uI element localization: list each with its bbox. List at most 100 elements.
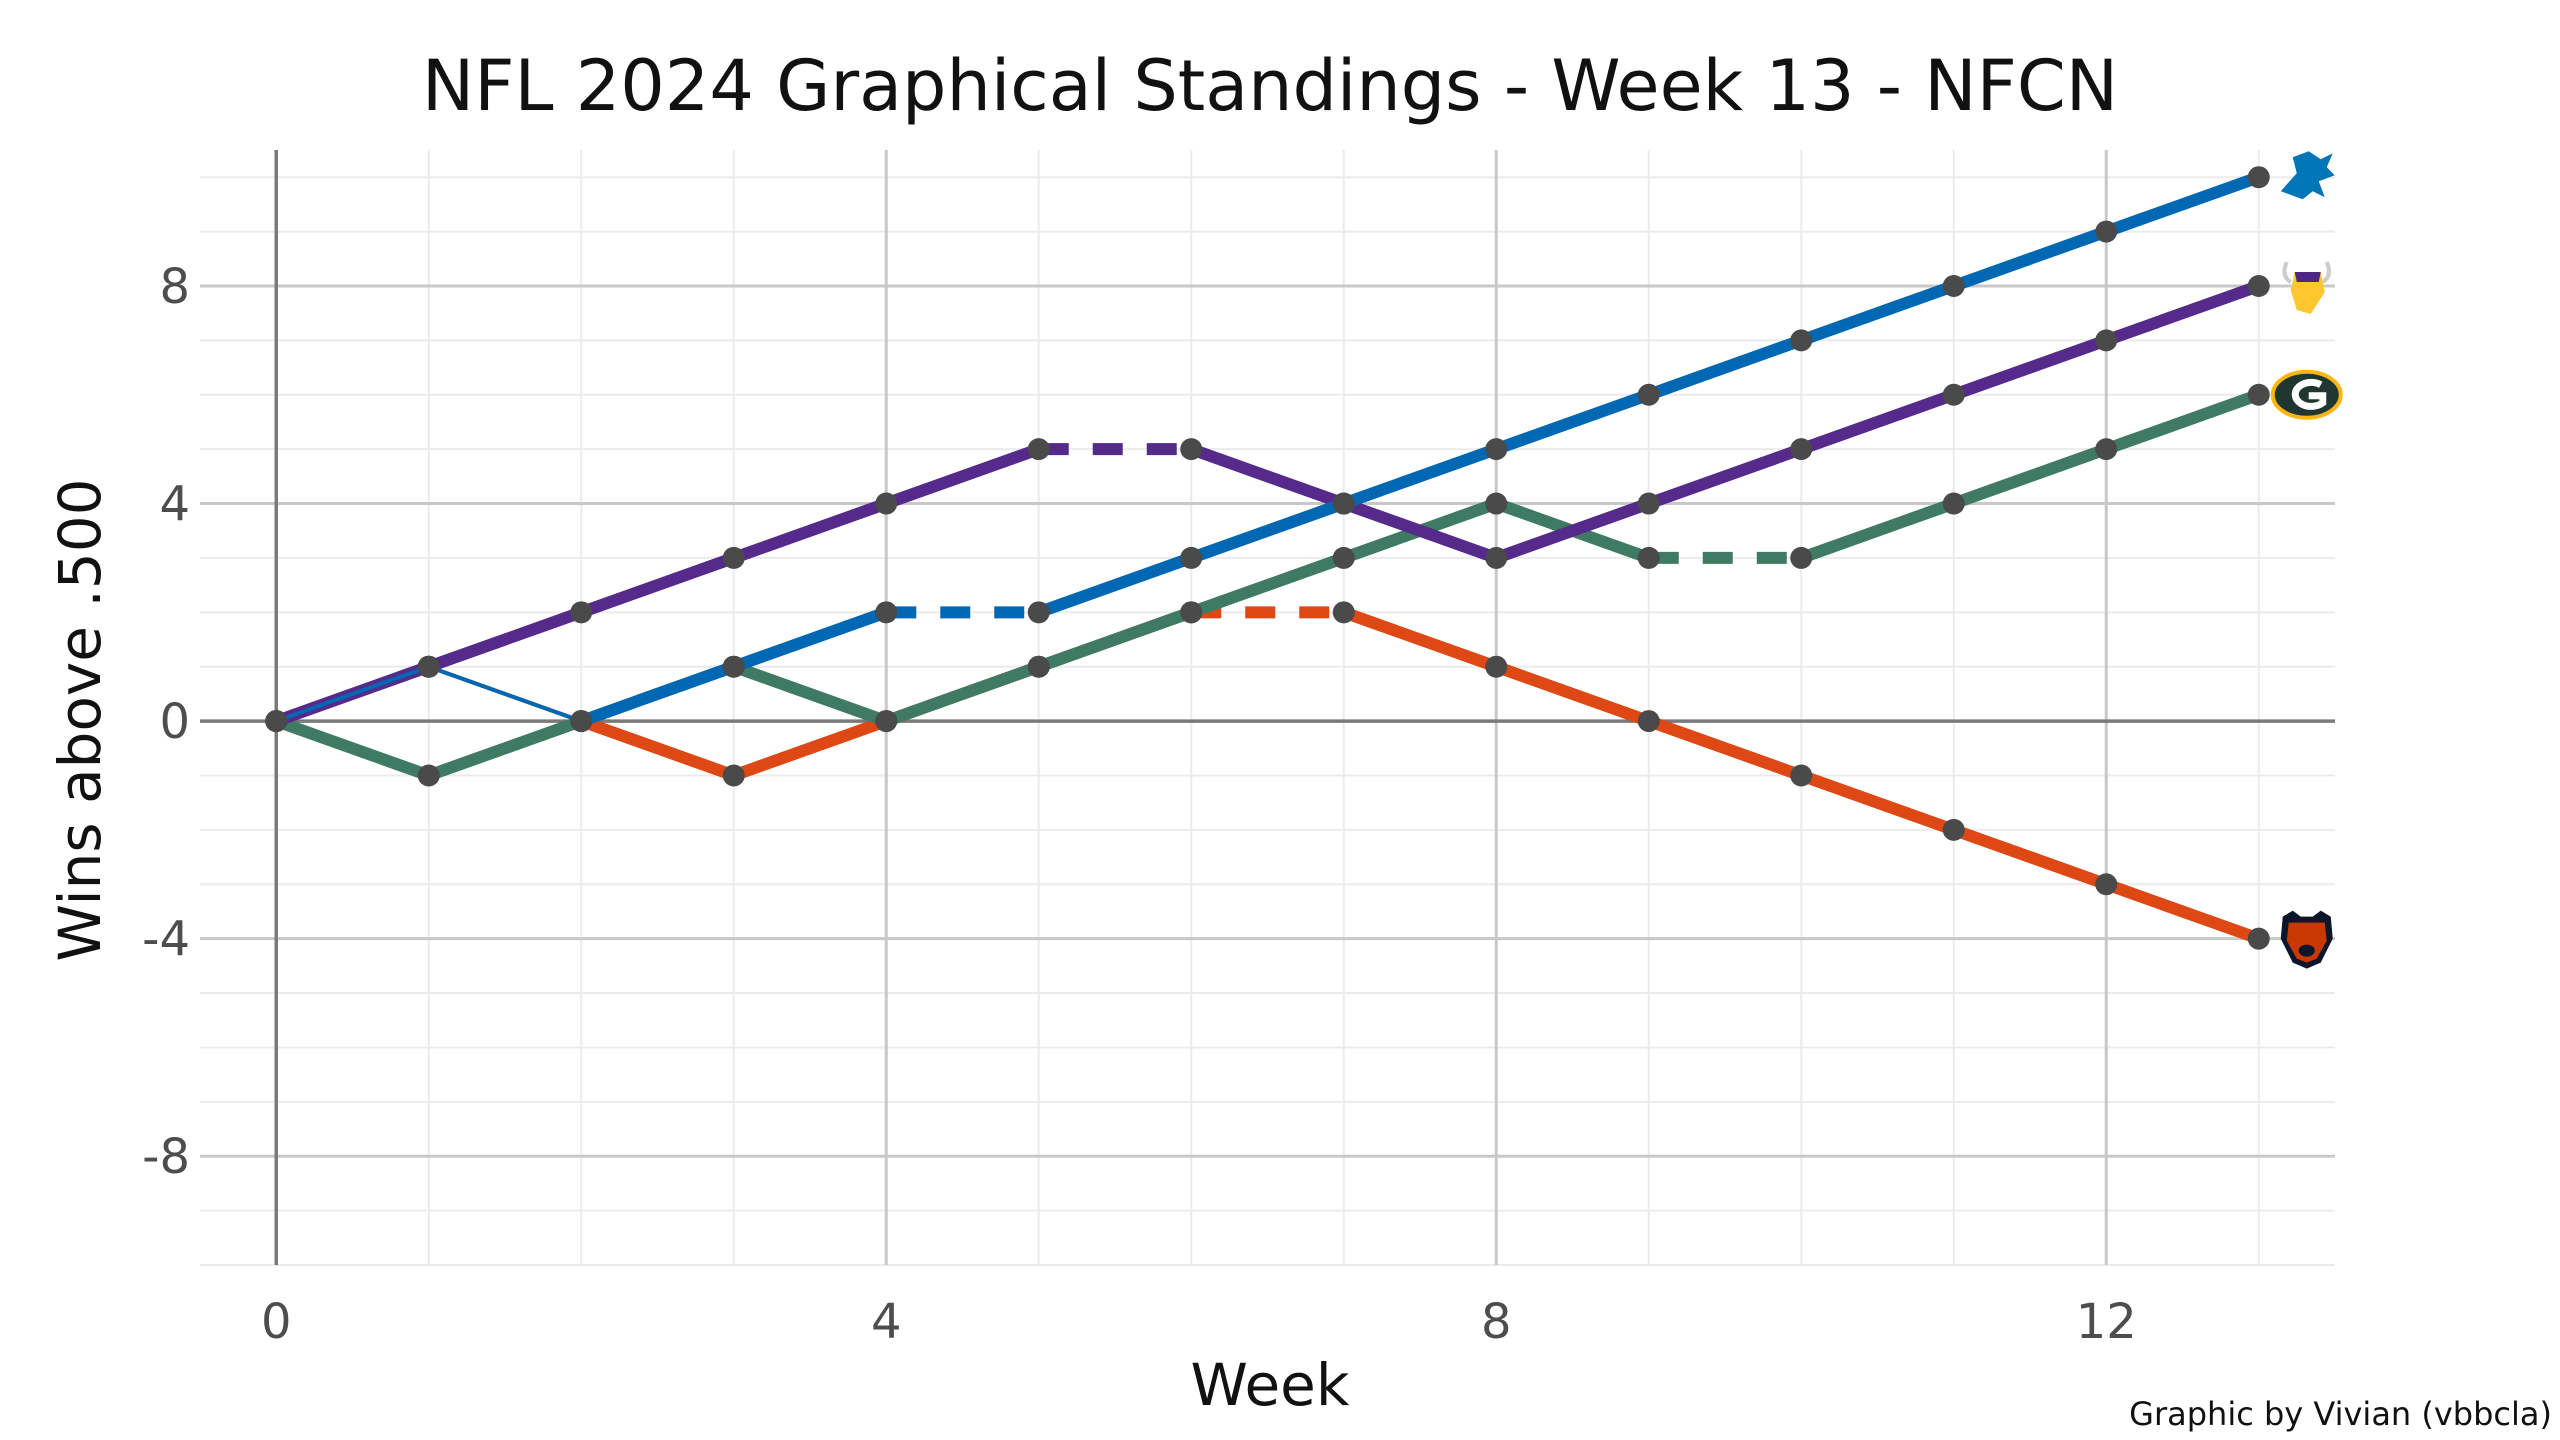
series-segment-det	[274, 664, 431, 724]
series-segment-chi	[2100, 878, 2265, 945]
series-segment-min	[575, 551, 740, 619]
data-point-gb	[1180, 601, 1203, 624]
tick-labels: 0 4 8 12 -8 -4 0 4 8	[142, 259, 2137, 1350]
data-point-gb	[1790, 546, 1813, 569]
data-point-gb	[875, 710, 898, 733]
data-point-gb	[2247, 383, 2270, 406]
series-segment-chi	[1490, 660, 1655, 728]
data-point-det	[2095, 220, 2118, 243]
y-tick-label: 8	[159, 259, 190, 315]
data-point-det	[1485, 438, 1508, 461]
series-segment-min	[727, 497, 893, 564]
data-point-min	[1637, 492, 1660, 515]
data-point-min	[1180, 438, 1203, 461]
data-point-chi	[2095, 873, 2118, 896]
data-point-gb	[1485, 492, 1508, 515]
data-point-gb	[1942, 492, 1965, 515]
data-point-chi	[1485, 655, 1508, 678]
series-segment-min	[1185, 443, 1350, 510]
x-tick-label: 0	[261, 1294, 292, 1350]
lion-icon	[2280, 151, 2335, 200]
data-point-det	[875, 601, 898, 624]
series-segment-det	[426, 664, 584, 724]
series-segment-gb	[1947, 443, 2113, 510]
data-point-det	[570, 710, 593, 733]
series-segment-min	[2100, 279, 2265, 347]
data-point-chi	[1942, 818, 1965, 841]
data-point-chi	[722, 764, 745, 787]
data-point-chi	[1790, 764, 1813, 787]
data-point-gb	[417, 764, 440, 787]
data-point-det	[1790, 329, 1813, 352]
series-segment-chi	[1795, 769, 1960, 836]
data-point-min	[1027, 438, 1050, 461]
g-oval-icon	[2270, 369, 2343, 420]
series-segment-chi	[1947, 823, 2113, 891]
data-point-det	[722, 655, 745, 678]
data-point-min	[2095, 329, 2118, 352]
chart-title: NFL 2024 Graphical Standings - Week 13 -…	[422, 45, 2118, 127]
series-segment-det	[1185, 497, 1350, 564]
data-point-gb	[1332, 546, 1355, 569]
data-point-det	[1942, 274, 1965, 297]
series-segment-det	[1795, 279, 1960, 347]
series-segment-min	[1947, 334, 2113, 401]
series-segment-gb	[1185, 551, 1350, 619]
series-segment-gb	[727, 660, 893, 728]
x-tick-label: 4	[871, 1294, 902, 1350]
bear-head-icon	[2280, 910, 2333, 969]
data-point-min	[1790, 438, 1813, 461]
data-point-gb	[1637, 546, 1660, 569]
series-segment-min	[1642, 443, 1808, 510]
series-segment-gb	[422, 715, 588, 782]
data-point-det	[1027, 601, 1050, 624]
series-segment-det	[727, 606, 893, 673]
y-axis-title: Wins above .500	[46, 478, 114, 961]
series-segment-chi	[1337, 606, 1503, 673]
data-point-det	[265, 710, 288, 733]
data-point-min	[1942, 383, 1965, 406]
data-point-det	[1332, 492, 1355, 515]
x-axis-title: Week	[1191, 1351, 1350, 1419]
y-tick-label: 0	[159, 694, 190, 750]
grid	[200, 150, 2335, 1266]
series-segment-det	[1490, 388, 1655, 456]
y-tick-label: 4	[159, 477, 190, 533]
data-point-chi	[1332, 601, 1355, 624]
series-segment-chi	[1642, 715, 1808, 782]
series-segment-gb	[1032, 606, 1198, 673]
series-segment-det	[1642, 334, 1808, 401]
data-point-det	[417, 655, 440, 678]
series-segment-det	[575, 660, 740, 728]
viking-head-icon	[2282, 254, 2331, 314]
series-segment-min	[1337, 497, 1503, 564]
data-point-gb	[1027, 655, 1050, 678]
data-point-det	[1180, 546, 1203, 569]
data-points	[265, 166, 2270, 950]
data-point-det	[2247, 166, 2270, 189]
series-segment-chi	[575, 715, 740, 782]
x-tick-label: 12	[2076, 1294, 2137, 1350]
team-logos	[2270, 151, 2343, 969]
chart-caption: Graphic by Vivian (vbbcla)	[2129, 1395, 2552, 1433]
axes	[200, 150, 2335, 1265]
series-segment-gb	[270, 715, 435, 782]
y-tick-label: -4	[142, 912, 190, 968]
series-segment-det	[1337, 443, 1503, 510]
data-point-min	[722, 546, 745, 569]
series-segment-gb	[1795, 497, 1960, 564]
series-segment-min	[1490, 497, 1655, 564]
series-segment-gb	[2100, 388, 2265, 456]
series-segment-chi	[727, 715, 893, 782]
data-point-det	[1637, 383, 1660, 406]
series-segment-det	[1032, 551, 1198, 619]
series-segment-min	[880, 443, 1045, 510]
series	[270, 171, 2265, 945]
series-segment-det	[2100, 171, 2265, 238]
data-point-min	[570, 601, 593, 624]
data-point-min	[875, 492, 898, 515]
data-point-chi	[2247, 927, 2270, 950]
series-segment-min	[422, 606, 588, 673]
y-tick-label: -8	[142, 1129, 190, 1185]
